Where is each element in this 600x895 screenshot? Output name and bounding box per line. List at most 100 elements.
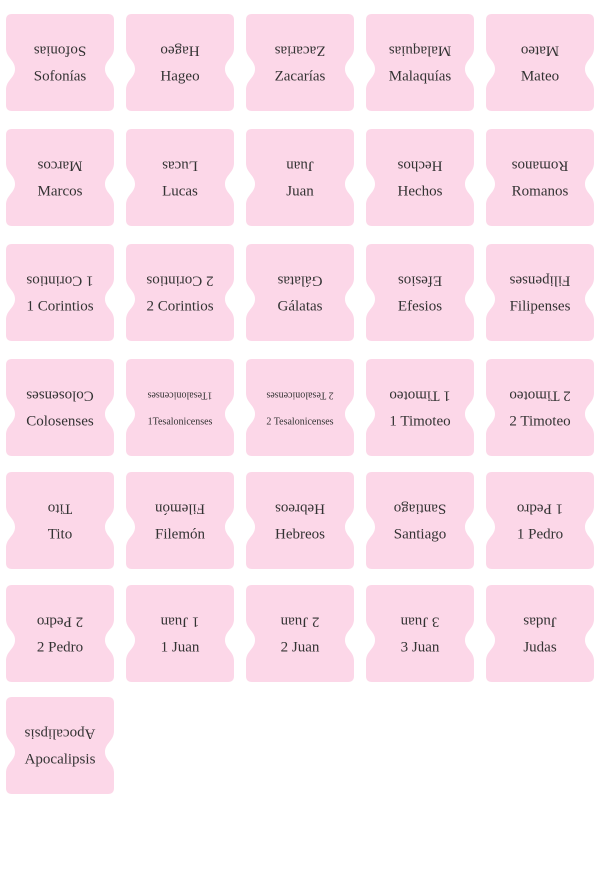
tab: Juan Juan (246, 129, 354, 226)
tab: 2 Pedro 2 Pedro (6, 585, 114, 682)
tab-label-flipped: Marcos (37, 158, 82, 174)
tab: Tito Tito (6, 472, 114, 569)
tab-label-flipped: 2 Tesalonicenses (266, 390, 333, 401)
tab-label-flipped: 1 Timoteo (389, 388, 450, 404)
tab-label-flipped: 1 Juan (160, 614, 199, 630)
tab: Filipenses Filipenses (486, 244, 594, 341)
tab-label: 1 Corintios (26, 298, 93, 314)
tab: 1 Juan 1 Juan (126, 585, 234, 682)
tab: Marcos Marcos (6, 129, 114, 226)
tab-label: 1 Timoteo (389, 413, 450, 429)
tab-label: 2 Pedro (37, 639, 83, 655)
tab-label-flipped: Gálatas (277, 273, 322, 289)
tab-shape (6, 14, 114, 111)
tab: Lucas Lucas (126, 129, 234, 226)
tab-shape (246, 129, 354, 226)
tab: Malaquias Malaquías (366, 14, 474, 111)
tab: Colosenses Colosenses (6, 359, 114, 456)
tab-label: 2 Corintios (146, 298, 213, 314)
tab: Hebreos Hebreos (246, 472, 354, 569)
tab-shape (246, 14, 354, 111)
tab-label-flipped: Apocalipsis (24, 726, 95, 742)
tab-label: Filemón (155, 526, 206, 542)
tab-label: Juan (286, 183, 314, 199)
tab-label: Efesios (398, 298, 442, 314)
tab-shape (126, 14, 234, 111)
tab-shape (246, 472, 354, 569)
tab-shape (486, 472, 594, 569)
tab: 1 Pedro 1 Pedro (486, 472, 594, 569)
tab: 2 Corintios 2 Corintios (126, 244, 234, 341)
tab-shape (6, 585, 114, 682)
tab-label-flipped: 3 Juan (400, 614, 439, 630)
tab: Filemón Filemón (126, 472, 234, 569)
tab-label: 3 Juan (401, 639, 440, 655)
tab-label-flipped: Colosenses (26, 388, 94, 404)
tab-shape (366, 14, 474, 111)
tab-label: 2 Timoteo (509, 413, 570, 429)
tab-label-flipped: Malaquias (389, 43, 452, 59)
tab-shape (486, 14, 594, 111)
tab-shape (246, 359, 354, 456)
tab-label: Hageo (160, 68, 199, 84)
tab-shape (366, 472, 474, 569)
tab-label: Mateo (521, 68, 559, 84)
tab-label-flipped: Filemón (155, 501, 206, 517)
tab-shape (246, 244, 354, 341)
tab: Zacarias Zacarías (246, 14, 354, 111)
tab-label-flipped: 2 Juan (280, 614, 319, 630)
tab-shape (6, 359, 114, 456)
tab-label-flipped: 2 Timoteo (509, 388, 570, 404)
tab-label: Hebreos (275, 526, 325, 542)
tab-shape (366, 359, 474, 456)
tab-shape (486, 359, 594, 456)
tab: Mateo Mateo (486, 14, 594, 111)
tab-shape (126, 129, 234, 226)
tab-label: Lucas (162, 183, 198, 199)
tab-shape (126, 472, 234, 569)
tab-label: Sofonías (34, 68, 87, 84)
tab-label-flipped: Zacarias (274, 43, 325, 59)
tab: 2 Juan 2 Juan (246, 585, 354, 682)
tab-label-flipped: Hageo (160, 43, 199, 59)
tab: Efesios Efesios (366, 244, 474, 341)
tab-shape (6, 472, 114, 569)
tab-label: 1Tesalonicenses (148, 416, 213, 427)
tab: Romanos Romanos (486, 129, 594, 226)
tab-label-flipped: Hebreos (275, 501, 325, 517)
tab-label: Filipenses (510, 298, 571, 314)
tab-label: Malaquías (389, 68, 452, 84)
tab-label-flipped: Filipenses (509, 273, 570, 289)
tab-shape (6, 244, 114, 341)
tab-shape (486, 244, 594, 341)
tab-label-flipped: 2 Corintios (146, 273, 213, 289)
tab-label: Santiago (394, 526, 447, 542)
tab-label-flipped: Lucas (162, 158, 198, 174)
tab-label-flipped: 1 Pedro (517, 501, 563, 517)
tab-label: Hechos (398, 183, 443, 199)
tab: Sofonias Sofonías (6, 14, 114, 111)
tab-label: 1 Juan (161, 639, 200, 655)
tab-label: Gálatas (278, 298, 323, 314)
tab: 1 Corintios 1 Corintios (6, 244, 114, 341)
tab-shape (366, 129, 474, 226)
tab-label-flipped: 1Tesalonicenses (147, 390, 212, 401)
tab-shape (486, 585, 594, 682)
tab-label-flipped: 1 Corintios (26, 273, 93, 289)
tab: Hageo Hageo (126, 14, 234, 111)
tab-label: Judas (523, 639, 556, 655)
tab: Hechos Hechos (366, 129, 474, 226)
tab-label-flipped: Romanos (512, 158, 569, 174)
tab: 2 Timoteo 2 Timoteo (486, 359, 594, 456)
tab-label-flipped: Efesios (398, 273, 442, 289)
tab: 3 Juan 3 Juan (366, 585, 474, 682)
tab-label: Zacarías (275, 68, 326, 84)
tab-shape (366, 244, 474, 341)
tab: Apocalipsis Apocalipsis (6, 697, 114, 794)
tab: Judas Judas (486, 585, 594, 682)
tab-label: Apocalipsis (25, 751, 96, 767)
tab-shape (366, 585, 474, 682)
tab-label-flipped: Judas (523, 614, 556, 630)
tab-shape (126, 244, 234, 341)
